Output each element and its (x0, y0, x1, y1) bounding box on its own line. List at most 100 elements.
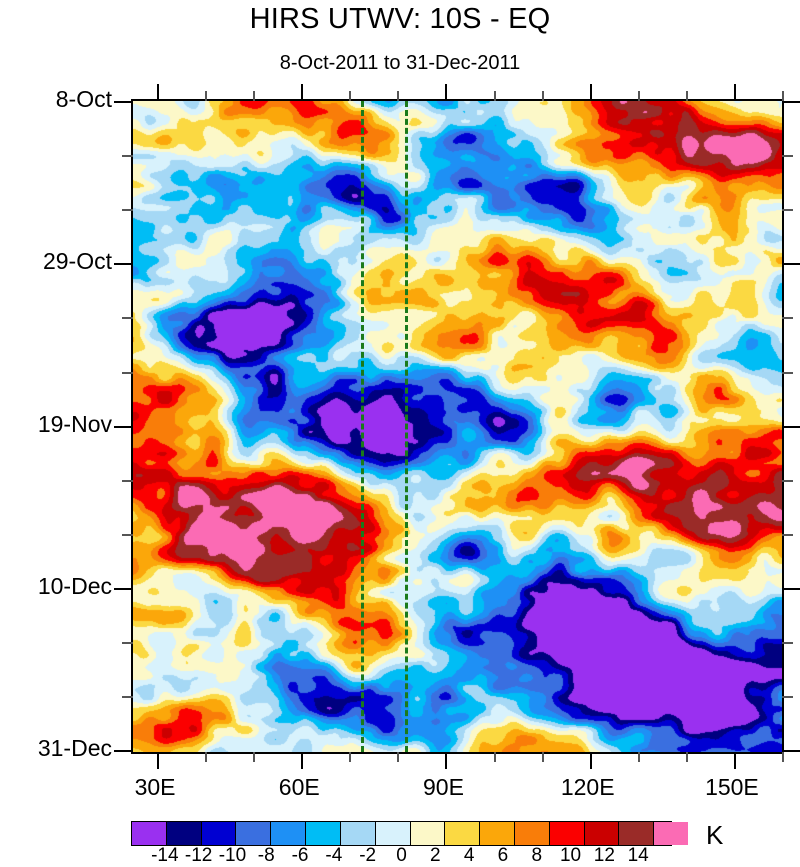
x-tick-major-0 (157, 752, 159, 769)
y-tick-major-1 (114, 263, 133, 265)
y-tick-major-right-2 (782, 426, 800, 428)
x-tick-minor (494, 752, 496, 762)
colorbar-tick-9: 4 (463, 845, 475, 866)
y-tick-minor-right (782, 534, 793, 536)
x-tick-major-2 (445, 752, 447, 769)
x-tick-minor-top (349, 91, 351, 101)
x-tick-minor (205, 752, 207, 762)
x-tick-major-1 (301, 752, 303, 769)
y-tick-minor (122, 480, 133, 482)
colorbar-swatch-5 (305, 822, 340, 845)
y-tick-minor-right (782, 155, 793, 157)
x-tick-minor (638, 752, 640, 762)
x-axis-label-2: 90E (423, 774, 464, 800)
y-axis-label-1: 29-Oct (42, 248, 112, 274)
y-axis-label-3: 10-Dec (37, 573, 112, 599)
y-tick-minor-right (782, 696, 793, 698)
colorbar-swatch-0 (132, 822, 166, 845)
colorbar-swatch-8 (409, 822, 445, 845)
y-tick-minor-right (782, 317, 793, 319)
colorbar-tick-0: -14 (151, 845, 179, 866)
colorbar-tick-3: -8 (257, 845, 275, 866)
x-axis-label-3: 120E (560, 774, 615, 800)
colorbar-tick-4: -6 (291, 845, 309, 866)
x-tick-minor-top (205, 91, 207, 101)
y-tick-major-3 (114, 588, 133, 590)
colorbar-tick-12: 10 (559, 845, 582, 866)
colorbar-swatch-7 (374, 822, 410, 845)
colorbar-swatch-13 (583, 822, 619, 845)
colorbar-tick-2: -10 (218, 845, 247, 866)
colorbar-swatch-14 (618, 822, 654, 845)
y-axis-label-0: 8-Oct (55, 86, 112, 112)
page-title: HIRS UTWV: 10S - EQ (249, 3, 551, 35)
x-tick-minor-top (253, 91, 255, 101)
y-tick-minor (122, 317, 133, 319)
x-tick-major-3 (590, 752, 592, 769)
y-tick-minor (122, 534, 133, 536)
x-tick-minor-top (397, 91, 399, 101)
y-axis-label-2: 19-Nov (37, 411, 112, 437)
x-tick-major-top-2 (445, 84, 447, 101)
colorbar-swatch-9 (444, 822, 480, 845)
event-line-1 (361, 101, 364, 752)
contour-field (133, 101, 782, 752)
x-tick-minor-top (782, 91, 784, 101)
x-tick-minor-top (686, 91, 688, 101)
y-tick-major-2 (114, 426, 133, 428)
y-tick-minor-right (782, 480, 793, 482)
x-axis-label-1: 60E (278, 774, 320, 800)
colorbar-tick-5: -4 (325, 845, 343, 866)
y-tick-minor (122, 642, 133, 644)
colorbar-swatch-6 (339, 822, 375, 845)
plot-area (114, 84, 800, 769)
y-axis-label-4: 31-Dec (37, 735, 112, 761)
colorbar-swatch-12 (548, 822, 584, 845)
contour-canvas (133, 101, 782, 752)
y-tick-major-right-3 (782, 588, 800, 590)
x-tick-major-4 (734, 752, 736, 769)
y-tick-major-right-1 (782, 263, 800, 265)
colorbar-tick-13: 12 (593, 845, 615, 866)
figure-subtitle: 8-Oct-2011 to 31-Dec-2011 (279, 52, 521, 74)
y-tick-major-right-0 (782, 101, 800, 103)
event-line-2 (405, 101, 408, 752)
x-tick-minor (349, 752, 351, 762)
y-tick-minor (122, 209, 133, 211)
colorbar-swatch-10 (479, 822, 514, 845)
colorbar-tick-10: 6 (497, 845, 509, 866)
colorbar-swatch-3 (235, 822, 271, 845)
x-tick-major-top-0 (157, 84, 159, 101)
colorbar-swatch-11 (513, 822, 549, 845)
y-tick-minor-right (782, 209, 793, 211)
x-tick-minor-top (638, 91, 640, 101)
y-tick-major-4 (114, 750, 133, 752)
x-tick-major-top-4 (734, 84, 736, 101)
x-tick-major-top-3 (590, 84, 592, 101)
y-tick-minor (122, 155, 133, 157)
x-tick-minor (686, 752, 688, 762)
x-tick-minor-top (542, 91, 544, 101)
x-tick-minor (253, 752, 255, 762)
x-tick-minor (782, 752, 784, 762)
colorbar-tick-6: -2 (359, 845, 377, 866)
colorbar-unit-label: K (706, 820, 724, 850)
y-tick-minor-right (782, 642, 793, 644)
colorbar-tick-14: 14 (627, 845, 649, 866)
x-axis-label-4: 150E (705, 774, 759, 800)
x-tick-minor-top (494, 91, 496, 101)
x-axis-label-0: 30E (134, 774, 176, 800)
x-tick-minor (397, 752, 399, 762)
colorbar-tick-7: 0 (396, 845, 407, 866)
colorbar (131, 821, 688, 846)
colorbar-swatch-2 (200, 822, 236, 845)
colorbar-tick-11: 8 (531, 845, 543, 866)
y-tick-major-right-4 (782, 750, 800, 752)
colorbar-tick-8: 2 (430, 845, 441, 866)
y-tick-major-0 (114, 101, 133, 103)
colorbar-swatch-15 (653, 822, 688, 845)
x-tick-minor (542, 752, 544, 762)
y-tick-minor (122, 696, 133, 698)
y-tick-minor (122, 372, 133, 374)
